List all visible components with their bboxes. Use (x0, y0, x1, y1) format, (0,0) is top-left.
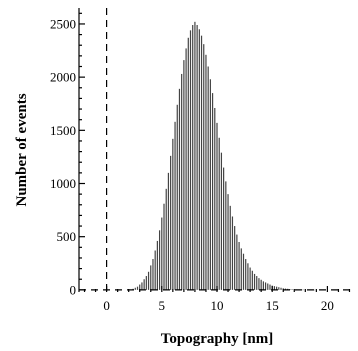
histogram-bar (156, 240, 158, 290)
histogram-bar (229, 205, 231, 290)
histogram-bar (176, 104, 178, 290)
histogram-bar (284, 288, 287, 290)
histogram-bar (258, 278, 260, 290)
histogram-bar (170, 155, 172, 290)
histogram-bar (200, 35, 203, 290)
histogram-bar (269, 284, 271, 290)
histogram-bar (253, 273, 256, 290)
histogram-bar (178, 88, 181, 290)
y-tick-label: 500 (57, 229, 77, 244)
histogram-bar (313, 289, 315, 291)
histogram-bar (291, 289, 293, 290)
histogram-bar (242, 253, 245, 290)
histogram-bar (165, 188, 167, 290)
histogram-bar (183, 60, 185, 290)
histogram-bar (136, 286, 139, 290)
histogram-bar (276, 286, 278, 290)
x-axis-title: Topography [nm] (161, 331, 273, 347)
y-tick-label: 1000 (50, 176, 76, 191)
histogram-bar (152, 259, 154, 290)
x-tick-label: 15 (266, 298, 279, 313)
histogram-bar (145, 276, 147, 290)
histogram-bar (302, 289, 304, 291)
histogram-bar (216, 122, 218, 290)
x-tick-label: 10 (211, 298, 224, 313)
histogram-bar (139, 284, 141, 290)
x-ticks-group: 0 5 10 15 20 (83, 286, 351, 313)
histogram-bar (174, 121, 176, 290)
histogram-bar (185, 48, 187, 290)
histogram-bar (249, 267, 251, 290)
histogram-bar (209, 79, 211, 290)
histogram-bar (227, 194, 229, 290)
histogram-bar (141, 282, 143, 290)
x-tick-label: 5 (159, 298, 166, 313)
histogram-bar (273, 286, 276, 290)
histogram-bar (203, 44, 205, 290)
histogram-bar (236, 234, 238, 290)
y-tick-label: 2000 (50, 70, 76, 85)
histogram-bar (280, 287, 282, 290)
histogram-bar (278, 287, 280, 290)
histogram-bar (163, 203, 165, 290)
histogram-bar (194, 21, 196, 290)
histogram-bar (181, 73, 183, 290)
histogram-bar (172, 138, 174, 290)
histogram-bar (214, 107, 216, 290)
histogram-bar (196, 25, 198, 290)
histogram-bar (225, 181, 227, 290)
x-tick-label: 0 (103, 298, 110, 313)
histogram-bar (264, 282, 267, 290)
x-tick-label: 20 (321, 298, 334, 313)
y-tick-label: 1500 (50, 123, 76, 138)
bars-group (132, 21, 317, 291)
y-axis-title: Number of events (14, 93, 30, 206)
histogram-bar (189, 30, 192, 290)
histogram-bar (251, 270, 253, 290)
histogram-bar (192, 25, 194, 290)
histogram-bar (147, 271, 150, 290)
histogram-bar (154, 250, 156, 290)
y-ticks-group: 0 500 1000 1500 2000 2500 (50, 12, 85, 297)
histogram-bar (167, 172, 170, 290)
histogram-bar (223, 167, 225, 290)
histogram-bar (143, 279, 145, 290)
histogram-bar (134, 287, 136, 290)
histogram-bar (158, 230, 161, 290)
histogram-bar (161, 217, 163, 290)
histogram-bar (245, 259, 247, 290)
histogram-bar (198, 29, 200, 290)
histogram-bar (267, 283, 269, 290)
histogram-bar (220, 152, 223, 290)
y-tick-label: 2500 (50, 16, 76, 31)
histogram-bar (218, 137, 220, 290)
histogram-bar (205, 54, 207, 290)
histogram-bar (240, 248, 242, 290)
histogram-bar (234, 226, 236, 290)
histogram-bar (262, 281, 264, 290)
histogram-bar (211, 93, 214, 290)
histogram-bar (247, 263, 249, 290)
histogram-bar (231, 216, 234, 290)
histogram-bar (150, 265, 152, 290)
histogram-bar (238, 242, 240, 290)
y-tick-label: 0 (70, 282, 77, 297)
histogram-bar (256, 276, 258, 290)
histogram-bar (207, 66, 209, 290)
histogram-bar (187, 37, 189, 290)
histogram-bar (260, 279, 262, 290)
